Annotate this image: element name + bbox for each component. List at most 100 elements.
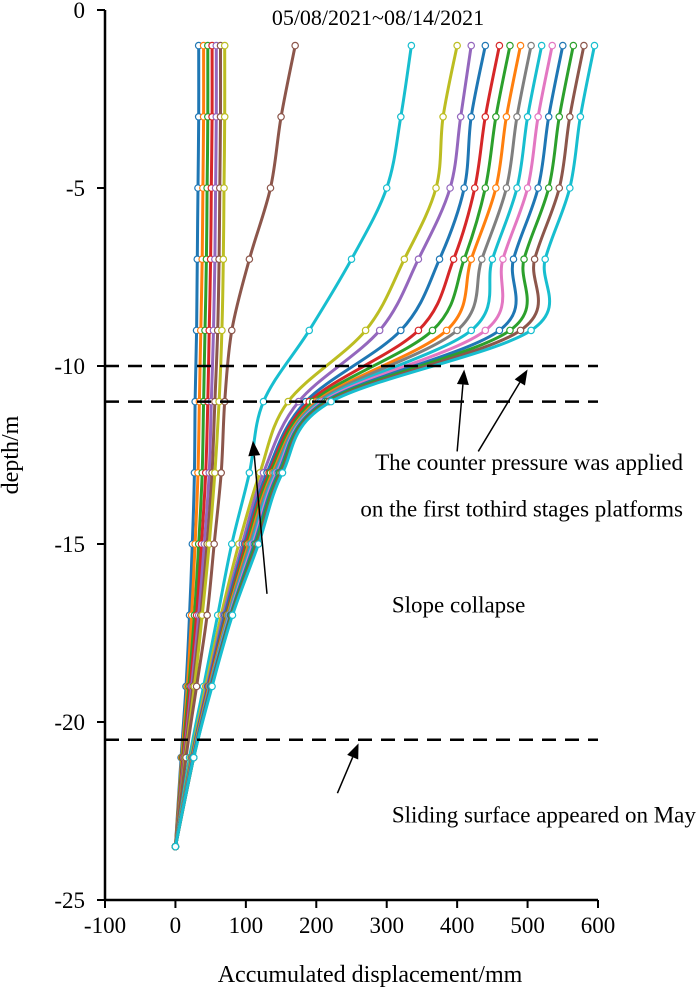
series-layer <box>171 41 599 851</box>
data-point <box>227 540 236 548</box>
data-point <box>502 113 511 121</box>
y-tick-label: -15 <box>54 532 85 557</box>
data-point <box>534 113 542 121</box>
data-point <box>171 842 180 851</box>
series-18 <box>171 41 557 851</box>
x-tick-label: 100 <box>229 913 264 938</box>
data-point <box>537 41 546 50</box>
data-point <box>460 184 468 192</box>
data-point <box>266 184 275 192</box>
data-point <box>481 41 490 50</box>
x-tick-label: 400 <box>440 913 475 938</box>
data-point <box>470 184 479 192</box>
data-point <box>499 255 507 264</box>
data-point <box>449 255 458 264</box>
data-point <box>396 113 405 121</box>
data-point <box>502 184 511 192</box>
data-point <box>495 41 504 50</box>
data-point <box>382 184 391 192</box>
data-point <box>523 113 532 121</box>
annotations-layer: The counter pressure was applied on the f… <box>248 369 699 828</box>
data-point <box>509 255 518 264</box>
data-point <box>192 682 201 691</box>
series-8 <box>171 41 299 851</box>
data-point <box>259 397 268 406</box>
data-point <box>453 41 461 50</box>
x-tick-label: -100 <box>84 913 126 938</box>
data-point <box>580 41 588 50</box>
series-19 <box>171 41 567 851</box>
data-point <box>361 326 370 335</box>
series-line <box>173 45 544 847</box>
data-point <box>467 113 476 121</box>
data-point <box>220 184 228 192</box>
data-point <box>245 468 254 477</box>
data-point <box>527 326 535 335</box>
series-21 <box>171 41 588 851</box>
annotation-arrow <box>477 369 528 452</box>
data-point <box>217 468 226 477</box>
data-point <box>400 255 409 264</box>
y-tick-label: -5 <box>66 176 85 201</box>
data-point <box>291 41 299 50</box>
data-point <box>492 113 500 121</box>
data-point <box>488 255 497 264</box>
data-point <box>218 326 226 335</box>
data-point <box>414 326 423 335</box>
data-point <box>544 184 553 192</box>
data-point <box>189 753 198 762</box>
data-point <box>544 113 553 121</box>
data-point <box>569 41 578 50</box>
y-tick-label: -10 <box>54 354 85 379</box>
data-point <box>527 41 535 50</box>
data-point <box>513 113 521 121</box>
annotation-arrow <box>336 743 359 794</box>
series-line <box>173 45 565 847</box>
data-point <box>541 255 549 264</box>
data-point <box>210 540 218 548</box>
data-point <box>220 113 229 121</box>
data-point <box>414 255 423 264</box>
y-tick-label: 0 <box>74 0 86 23</box>
data-point <box>506 41 514 50</box>
annotation-text: Slope collapse <box>392 593 526 618</box>
data-point <box>456 113 465 121</box>
data-point <box>495 326 504 335</box>
annotation-arrow <box>456 369 469 452</box>
data-point <box>590 41 599 50</box>
data-point <box>576 113 585 121</box>
annotation-arrow <box>248 440 268 594</box>
data-point <box>558 41 567 50</box>
data-point <box>548 41 557 50</box>
data-point <box>534 184 542 192</box>
data-point <box>506 326 514 335</box>
data-point <box>492 184 500 192</box>
data-point <box>446 184 454 192</box>
axes-layer <box>103 10 598 902</box>
x-tick-label: 0 <box>170 913 182 938</box>
data-point <box>516 326 525 335</box>
chart-subtitle: 05/08/2021~08/14/2021 <box>272 5 484 30</box>
data-point <box>278 468 287 477</box>
data-point <box>220 41 229 50</box>
data-point <box>477 255 486 264</box>
data-point <box>516 41 525 50</box>
data-point <box>245 255 254 264</box>
x-axis-title: Accumulated displacement/mm <box>218 962 523 988</box>
data-point <box>228 611 237 620</box>
data-point <box>211 468 219 477</box>
data-point <box>432 184 440 192</box>
data-point <box>227 326 236 335</box>
data-point <box>439 113 447 121</box>
data-point <box>208 682 216 691</box>
data-point <box>442 326 451 335</box>
annotation-text: Sliding surface appeared on May 16 <box>392 803 699 828</box>
series-line <box>173 45 554 847</box>
x-tick-label: 500 <box>510 913 545 938</box>
data-point <box>530 255 539 264</box>
series-20 <box>171 41 578 851</box>
data-point <box>396 326 405 335</box>
data-point <box>219 255 228 264</box>
series-line <box>173 45 297 847</box>
